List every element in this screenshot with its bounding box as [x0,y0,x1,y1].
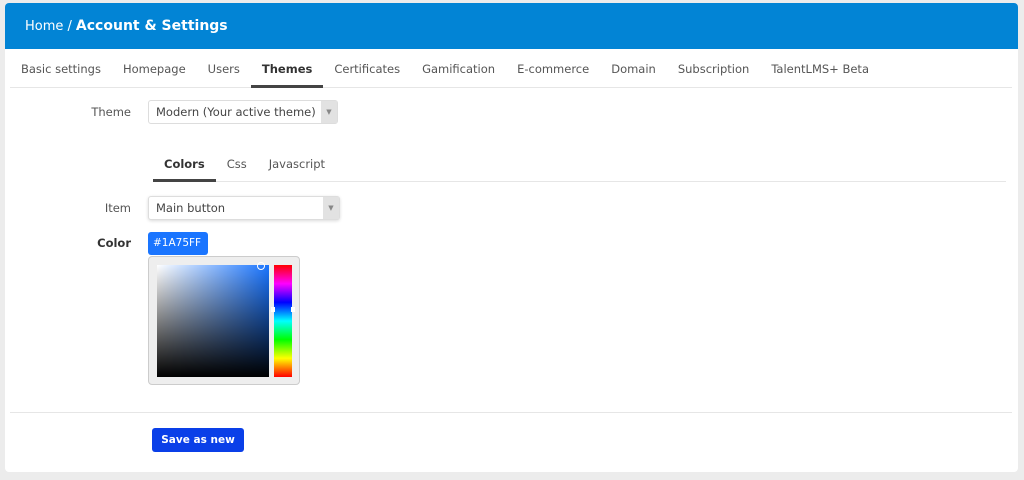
chevron-down-icon: ▼ [323,197,339,219]
item-label: Item [104,201,131,215]
item-select-value: Main button [156,201,226,215]
tab-homepage[interactable]: Homepage [122,62,186,76]
tab-gamification[interactable]: Gamification [422,62,496,76]
subtab-colors[interactable]: Colors [153,148,216,182]
tab-themes[interactable]: Themes [250,50,324,88]
saturation-value-area[interactable] [157,262,269,377]
tab-basic-settings[interactable]: Basic settings [21,62,101,76]
breadcrumb-separator: / [67,18,72,34]
sv-handle[interactable] [257,262,265,270]
color-label: Color [97,236,131,250]
theme-label: Theme [91,105,131,119]
tab-e-commerce[interactable]: E-commerce [517,62,590,76]
tab-certificates[interactable]: Certificates [334,62,401,76]
divider [10,412,1012,413]
theme-select-value: Modern (Your active theme) [156,105,316,119]
subtab-css[interactable]: Css [226,157,247,171]
item-select[interactable]: Main button ▼ [148,196,340,220]
save-as-new-button[interactable]: Save as new [152,428,244,452]
hue-handle[interactable] [271,307,295,312]
color-picker [148,256,300,385]
tab-users[interactable]: Users [207,62,240,76]
subtab-javascript[interactable]: Javascript [268,157,326,171]
hue-slider[interactable] [271,265,295,377]
chevron-down-icon: ▼ [321,101,337,123]
theme-subtabs: Colors Css Javascript [153,148,1006,182]
color-value-input[interactable]: #1A75FF [148,232,208,255]
tab-domain[interactable]: Domain [611,62,656,76]
theme-select[interactable]: Modern (Your active theme) ▼ [148,100,338,124]
settings-card: Home / Account & Settings Basic settings… [5,3,1018,472]
tab-subscription[interactable]: Subscription [677,62,750,76]
breadcrumb: Home / Account & Settings [5,3,1018,49]
page-title: Account & Settings [75,18,228,34]
breadcrumb-home[interactable]: Home [25,18,64,34]
settings-tabs: Basic settings Homepage Users Themes Cer… [10,50,1012,88]
tab-talentlms-plus[interactable]: TalentLMS+ Beta [771,62,869,76]
